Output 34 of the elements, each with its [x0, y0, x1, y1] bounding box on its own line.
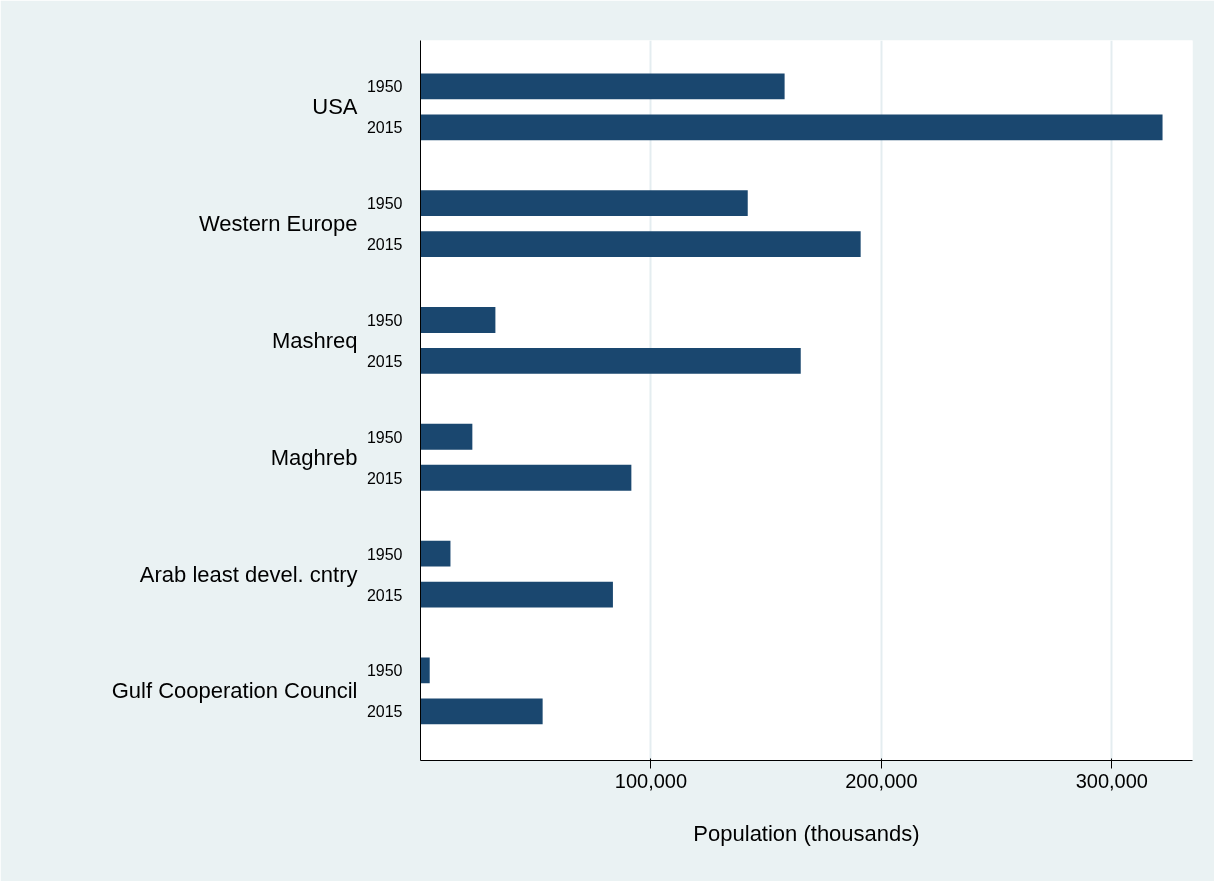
bar	[420, 464, 632, 491]
text: 2015	[366, 469, 403, 487]
x-tick-label: 100,000	[614, 769, 688, 792]
text: 2015	[366, 352, 403, 370]
series-label: 1950	[366, 78, 403, 96]
x-tick-label: 200,000	[845, 769, 918, 792]
bar	[420, 190, 748, 217]
text: 2015	[366, 703, 403, 721]
bar	[420, 698, 543, 725]
series-label: 2015	[366, 119, 403, 137]
bar	[420, 114, 1163, 141]
bar	[420, 581, 613, 608]
bar	[420, 307, 496, 333]
y-tick-label: Arab least devel. cntry	[139, 561, 358, 587]
x-tick-label: 300,000	[1075, 769, 1148, 792]
text: 1950	[366, 195, 403, 213]
text: 1950	[366, 662, 403, 680]
text: 2015	[366, 586, 403, 604]
text: 1950	[366, 311, 403, 329]
y-tick-label: Mashreq	[271, 327, 358, 353]
bar	[420, 231, 861, 258]
y-tick-label: Gulf Cooperation Council	[111, 678, 358, 704]
text: 1950	[366, 545, 403, 563]
text: 1950	[366, 428, 403, 446]
bar	[420, 657, 430, 684]
y-tick-label: USA	[312, 94, 358, 120]
bar	[420, 73, 785, 100]
y-tick-label: Western Europe	[198, 211, 358, 237]
x-axis-title: Population (thousands)	[693, 820, 920, 846]
bar	[420, 348, 801, 374]
y-tick-label: Maghreb	[270, 444, 358, 470]
text: 2015	[366, 236, 403, 254]
bar	[420, 423, 473, 450]
bar	[420, 540, 451, 567]
